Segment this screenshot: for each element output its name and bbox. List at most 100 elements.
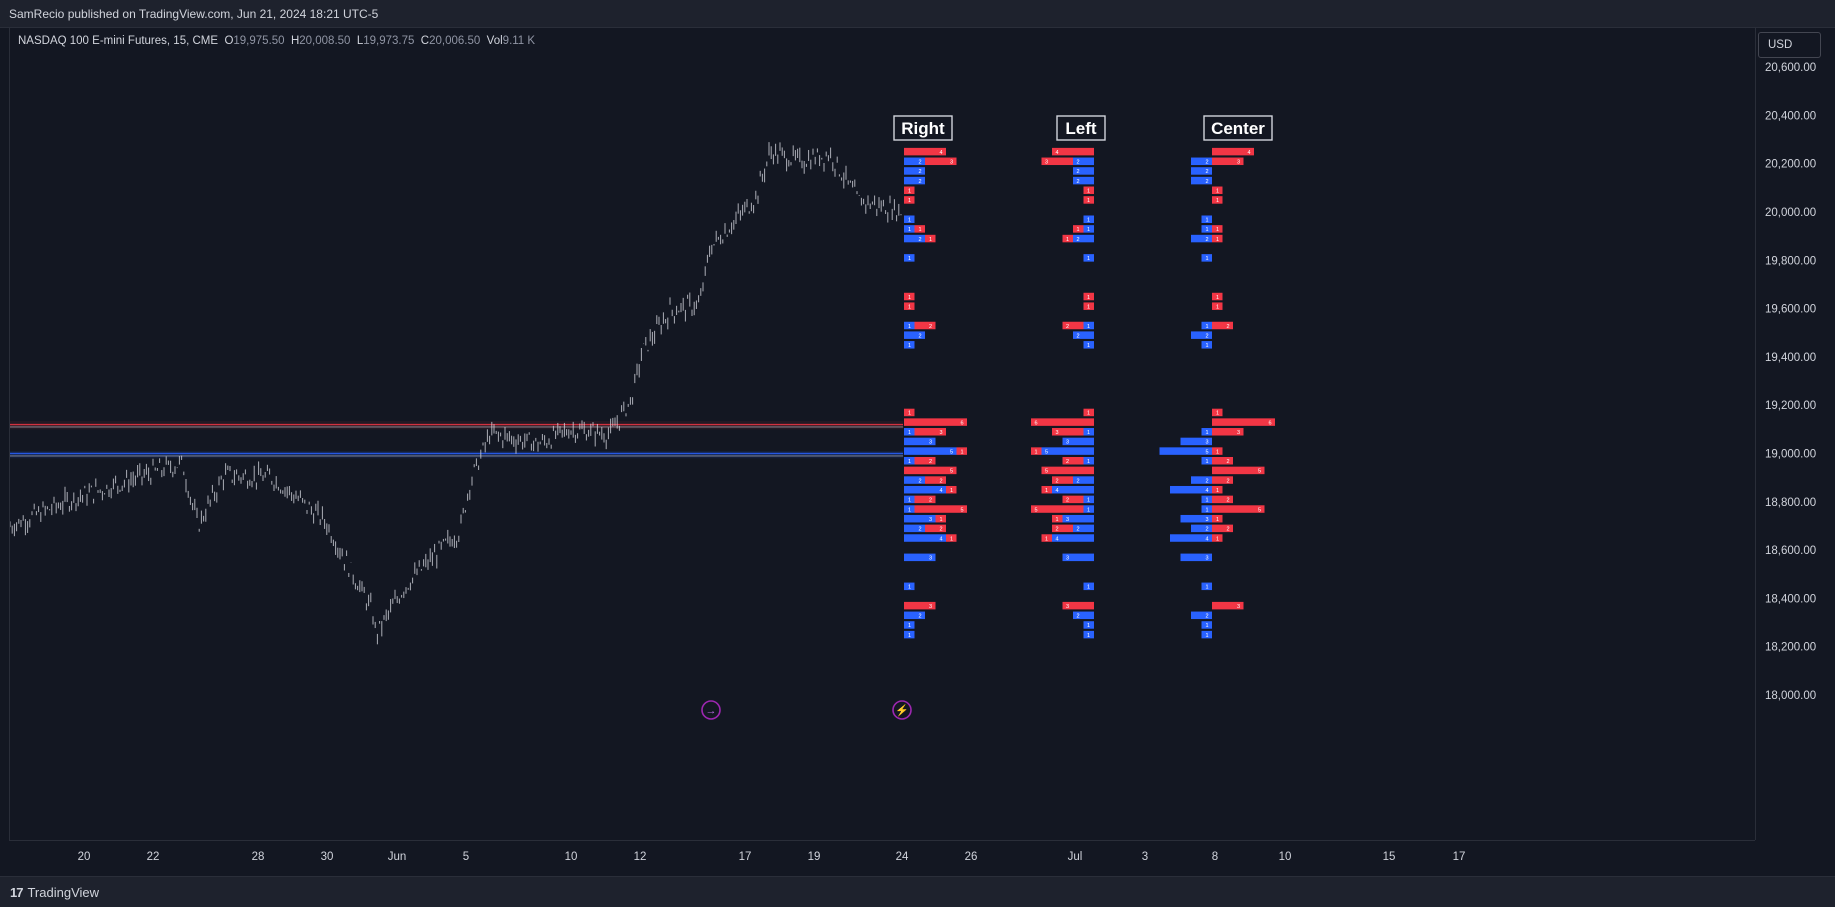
profile-buy-count: 2 — [1205, 527, 1208, 533]
price-tick-label: 20,200.00 — [1765, 159, 1816, 171]
profile-buy-bar — [1073, 611, 1094, 620]
profile-sell-bar — [914, 495, 936, 504]
profile-sell-count: 3 — [950, 160, 953, 166]
profile-buy-bar — [904, 524, 925, 533]
profile-buy-bar — [904, 437, 936, 446]
profile-buy-bar — [1052, 485, 1094, 494]
profile-sell-count: 2 — [929, 459, 932, 465]
time-tick-label: Jul — [1068, 851, 1083, 863]
profile-sell-bar — [1062, 234, 1073, 243]
profile-buy-count: 1 — [1087, 430, 1090, 436]
profile-buy-bar — [904, 505, 915, 513]
profile-sell-bar — [1212, 147, 1254, 156]
profile-buy-count: 1 — [908, 430, 911, 436]
tradingview-logo-icon: 17 — [10, 885, 24, 900]
profile-sell-bar — [1083, 186, 1094, 195]
profile-buy-bar — [1062, 553, 1094, 562]
profile-buy-count: 2 — [918, 614, 921, 620]
profile-sell-bar — [1062, 495, 1084, 504]
high-label: H — [290, 35, 300, 47]
profile-buy-bar — [1083, 621, 1094, 629]
profile-buy-bar — [1201, 341, 1212, 349]
profile-sell-bar — [946, 534, 957, 542]
profile-buy-count: 1 — [1205, 430, 1208, 436]
profile-buy-bar — [904, 225, 915, 233]
profile-sell-bar — [1073, 225, 1084, 233]
profile-buy-count: 2 — [1076, 160, 1079, 166]
profile-buy-count: 1 — [1087, 459, 1090, 465]
profile-sell-count: 1 — [1087, 304, 1090, 310]
currency-button[interactable]: USD — [1758, 32, 1821, 58]
profile-sell-count: 2 — [929, 498, 932, 504]
profile-sell-count: 1 — [960, 449, 963, 455]
profile-sell-bar — [1212, 524, 1233, 533]
profile-buy-bar — [1201, 495, 1212, 504]
profile-sell-bar — [1212, 408, 1223, 417]
profile-sell-count: 5 — [1034, 507, 1037, 513]
profile-sell-bar — [1062, 601, 1094, 610]
profile-buy-count: 1 — [1087, 498, 1090, 504]
time-tick-label: 30 — [321, 851, 334, 863]
price-tick-label: 18,800.00 — [1765, 497, 1816, 509]
symbol-legend: NASDAQ 100 E-mini Futures, 15, CME O19,9… — [18, 35, 535, 47]
profile-buy-count: 3 — [929, 556, 932, 562]
profile-buy-bar — [1201, 505, 1212, 513]
profile-title-box — [893, 115, 953, 141]
profile-sell-count: 1 — [1045, 488, 1048, 494]
profile-buy-bar — [1170, 485, 1212, 494]
dividend-arrow-icon-glyph: → — [706, 705, 717, 717]
profile-sell-count: 3 — [939, 430, 942, 436]
tradingview-brand[interactable]: 17 TradingView — [10, 885, 99, 900]
time-tick-label: 10 — [565, 851, 578, 863]
profile-buy-count: 2 — [1205, 179, 1208, 185]
profile-buy-count: 3 — [1205, 440, 1208, 446]
profile-buy-count: 1 — [908, 623, 911, 629]
low-value: 19,973.75 — [363, 35, 415, 47]
profile-buy-bar — [1083, 254, 1094, 262]
profile-sell-count: 1 — [1045, 536, 1048, 542]
profile-buy-count: 1 — [1205, 324, 1208, 330]
profile-buy-bar — [904, 621, 915, 629]
profile-buy-count: 1 — [1205, 585, 1208, 591]
profile-sell-count: 1 — [908, 189, 911, 195]
profile-sell-bar — [1083, 302, 1094, 310]
time-axis[interactable]: 20 22 28 30 Jun 5 10 12 17 19 24 26 Jul 3 8 10 15 17 — [9, 840, 1755, 868]
profile-sell-bar — [914, 428, 946, 436]
profile-buy-bar — [1201, 630, 1212, 639]
price-axis[interactable]: 18,000.00 18,200.00 18,400.00 18,600.00 18,8… — [1755, 28, 1835, 840]
profile-buy-count: 1 — [1205, 459, 1208, 465]
profile-sell-bar — [1212, 196, 1223, 204]
profile-buy-count: 5 — [1045, 449, 1048, 455]
profile-buy-count: 1 — [908, 324, 911, 330]
profile-buy-count: 3 — [1066, 440, 1069, 446]
profile-buy-bar — [1170, 534, 1212, 542]
profile-title-box — [1203, 115, 1273, 141]
profile-sell-bar — [904, 186, 915, 195]
price-tick-label: 18,000.00 — [1765, 690, 1816, 702]
profile-buy-bar — [904, 582, 915, 591]
dividend-arrow-icon — [701, 700, 721, 720]
profile-buy-bar — [1062, 437, 1094, 446]
profile-sell-count: 2 — [1066, 459, 1069, 465]
profile-buy-bar — [1073, 331, 1094, 339]
level-band — [10, 420, 903, 430]
profile-buy-count: 4 — [1055, 488, 1058, 494]
profile-buy-count: 1 — [908, 585, 911, 591]
chart-pane[interactable]: Right 4 2 3 2 2 1 1 1 1 1 2 1 1 1 1 1 2 2 1 1 6 1 3 3 5 1 1 2 5 2 2 4 1 1 2… — [9, 28, 1755, 840]
profile-buy-bar — [904, 495, 915, 504]
profile-sell-count: 3 — [1237, 604, 1240, 610]
profile-buy-count: 1 — [1087, 217, 1090, 223]
time-tick-label: 17 — [739, 851, 752, 863]
time-tick-label: 15 — [1383, 851, 1396, 863]
profile-buy-bar — [1073, 524, 1094, 533]
profile-sell-count: 2 — [1226, 527, 1229, 533]
time-tick-label: 3 — [1142, 851, 1148, 863]
profile-buy-bar — [1191, 331, 1212, 339]
profile-sell-count: 1 — [918, 227, 921, 233]
profile-buy-count: 3 — [929, 440, 932, 446]
symbol-name[interactable]: NASDAQ 100 E-mini Futures, 15, CME — [18, 35, 219, 47]
profile-buy-bar — [904, 514, 936, 523]
profile-sell-bar — [1031, 505, 1084, 513]
profile-sell-count: 1 — [1087, 295, 1090, 301]
